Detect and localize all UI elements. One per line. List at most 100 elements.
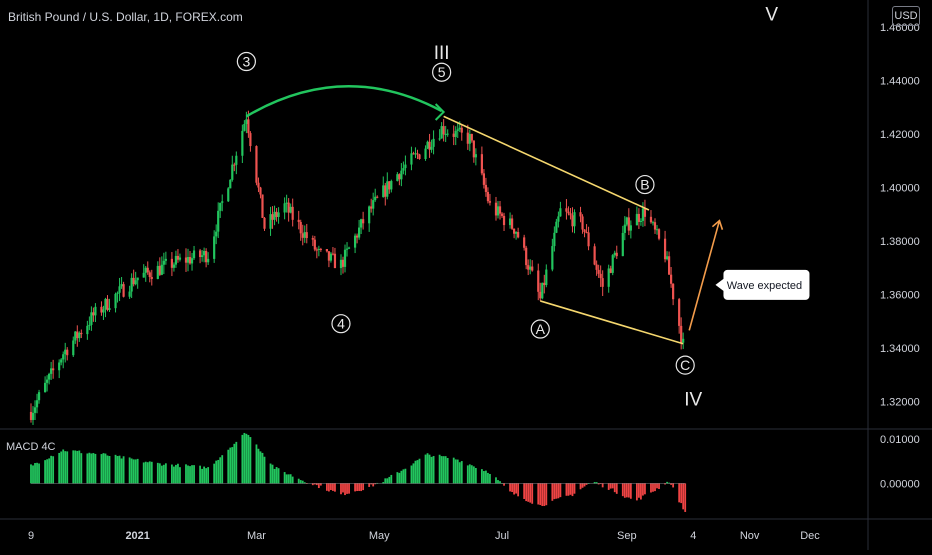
callout-text: Wave expected [727, 280, 802, 292]
candle-body [174, 255, 178, 265]
macd-bar [613, 483, 616, 493]
macd-bar [185, 464, 187, 484]
candle-body [261, 194, 264, 218]
time-tick-label: 4 [690, 530, 696, 542]
macd-bar [670, 483, 673, 485]
candle-body [303, 232, 306, 238]
macd-bar [106, 455, 109, 484]
macd-bar [317, 483, 320, 489]
macd-bar [513, 483, 516, 495]
macd-bar [38, 463, 40, 484]
macd-bar [654, 483, 656, 492]
candle-body [160, 264, 163, 275]
macd-bar [261, 452, 264, 484]
candle-body [678, 299, 681, 326]
candle-body [162, 260, 165, 265]
macd-bar [289, 474, 292, 484]
macd-bar [426, 453, 429, 484]
macd-bar [456, 459, 459, 484]
candle-body [80, 332, 83, 335]
macd-bar [80, 453, 83, 484]
candle-body [78, 332, 81, 339]
candle-body [402, 168, 405, 171]
candle-body [172, 264, 176, 268]
candle-body [263, 217, 266, 229]
macd-bar [497, 480, 499, 484]
macd-bar [201, 468, 203, 484]
macd-bar [527, 483, 530, 502]
macd-bar [229, 447, 232, 484]
candle-body [37, 392, 41, 401]
candle-body [50, 368, 53, 374]
macd-bar [303, 482, 306, 484]
macd-bar [301, 480, 304, 484]
macd-indicator-label[interactable]: MACD 4C [6, 441, 56, 453]
macd-bar [555, 483, 558, 499]
macd-bar [72, 450, 75, 484]
wave-label-circle [432, 62, 452, 82]
candle-body [329, 253, 333, 261]
macd-bar [559, 483, 562, 498]
candle-body [585, 231, 588, 233]
macd-bar [597, 483, 600, 485]
candle-body [432, 138, 435, 147]
candle-body [569, 213, 572, 216]
macd-bar [438, 454, 441, 484]
macd-bar [432, 455, 435, 484]
candle-body [362, 219, 365, 224]
candle-body [599, 273, 602, 279]
macd-bar [388, 476, 391, 484]
candle-body [190, 258, 194, 264]
wave-label-circle [675, 355, 695, 375]
candle-body [502, 215, 506, 226]
macd-bar [684, 483, 687, 512]
macd-bar [440, 456, 443, 484]
candle-body [446, 133, 449, 135]
candle-body [289, 206, 292, 213]
candle-body [170, 258, 174, 268]
macd-bar [325, 483, 328, 491]
macd-bar [404, 468, 407, 484]
candle-body [106, 298, 109, 310]
macd-bar [410, 465, 413, 484]
candle-body [259, 187, 262, 195]
candle-body [400, 170, 403, 180]
candle-body [207, 258, 210, 263]
price-tick-label: 1.46000 [880, 22, 920, 34]
candle-body [444, 133, 447, 135]
time-tick-label: Nov [740, 530, 760, 542]
candle-body [136, 277, 139, 281]
candle-body [670, 274, 673, 284]
projection-arrow [688, 220, 721, 331]
macd-bar [515, 483, 518, 494]
candle-body [297, 219, 300, 222]
macd-bar [144, 461, 147, 484]
macd-bar [382, 482, 385, 484]
macd-bar [680, 483, 683, 504]
candle-body [410, 153, 413, 165]
macd-bar [173, 466, 175, 484]
macd-bar [402, 469, 405, 484]
macd-bar [203, 466, 206, 484]
macd-bar [358, 483, 361, 491]
candle-body [219, 202, 222, 211]
candle-body [102, 309, 105, 313]
candle-body [597, 269, 600, 274]
macd-bar [259, 451, 262, 484]
macd-bar [76, 450, 79, 484]
candle-body [255, 146, 258, 183]
macd-bar [374, 483, 377, 485]
currency-button[interactable]: USD [892, 6, 920, 26]
candle-body [76, 331, 79, 339]
macd-bar [625, 483, 628, 498]
time-tick-label: Jul [495, 530, 509, 542]
candle-body [116, 292, 119, 294]
macd-bar [354, 483, 356, 492]
candle-body [66, 349, 69, 356]
candle-body [607, 268, 610, 287]
macd-tick-label: 0.01000 [880, 434, 920, 446]
macd-bar [171, 464, 173, 484]
macd-bar [529, 483, 532, 503]
